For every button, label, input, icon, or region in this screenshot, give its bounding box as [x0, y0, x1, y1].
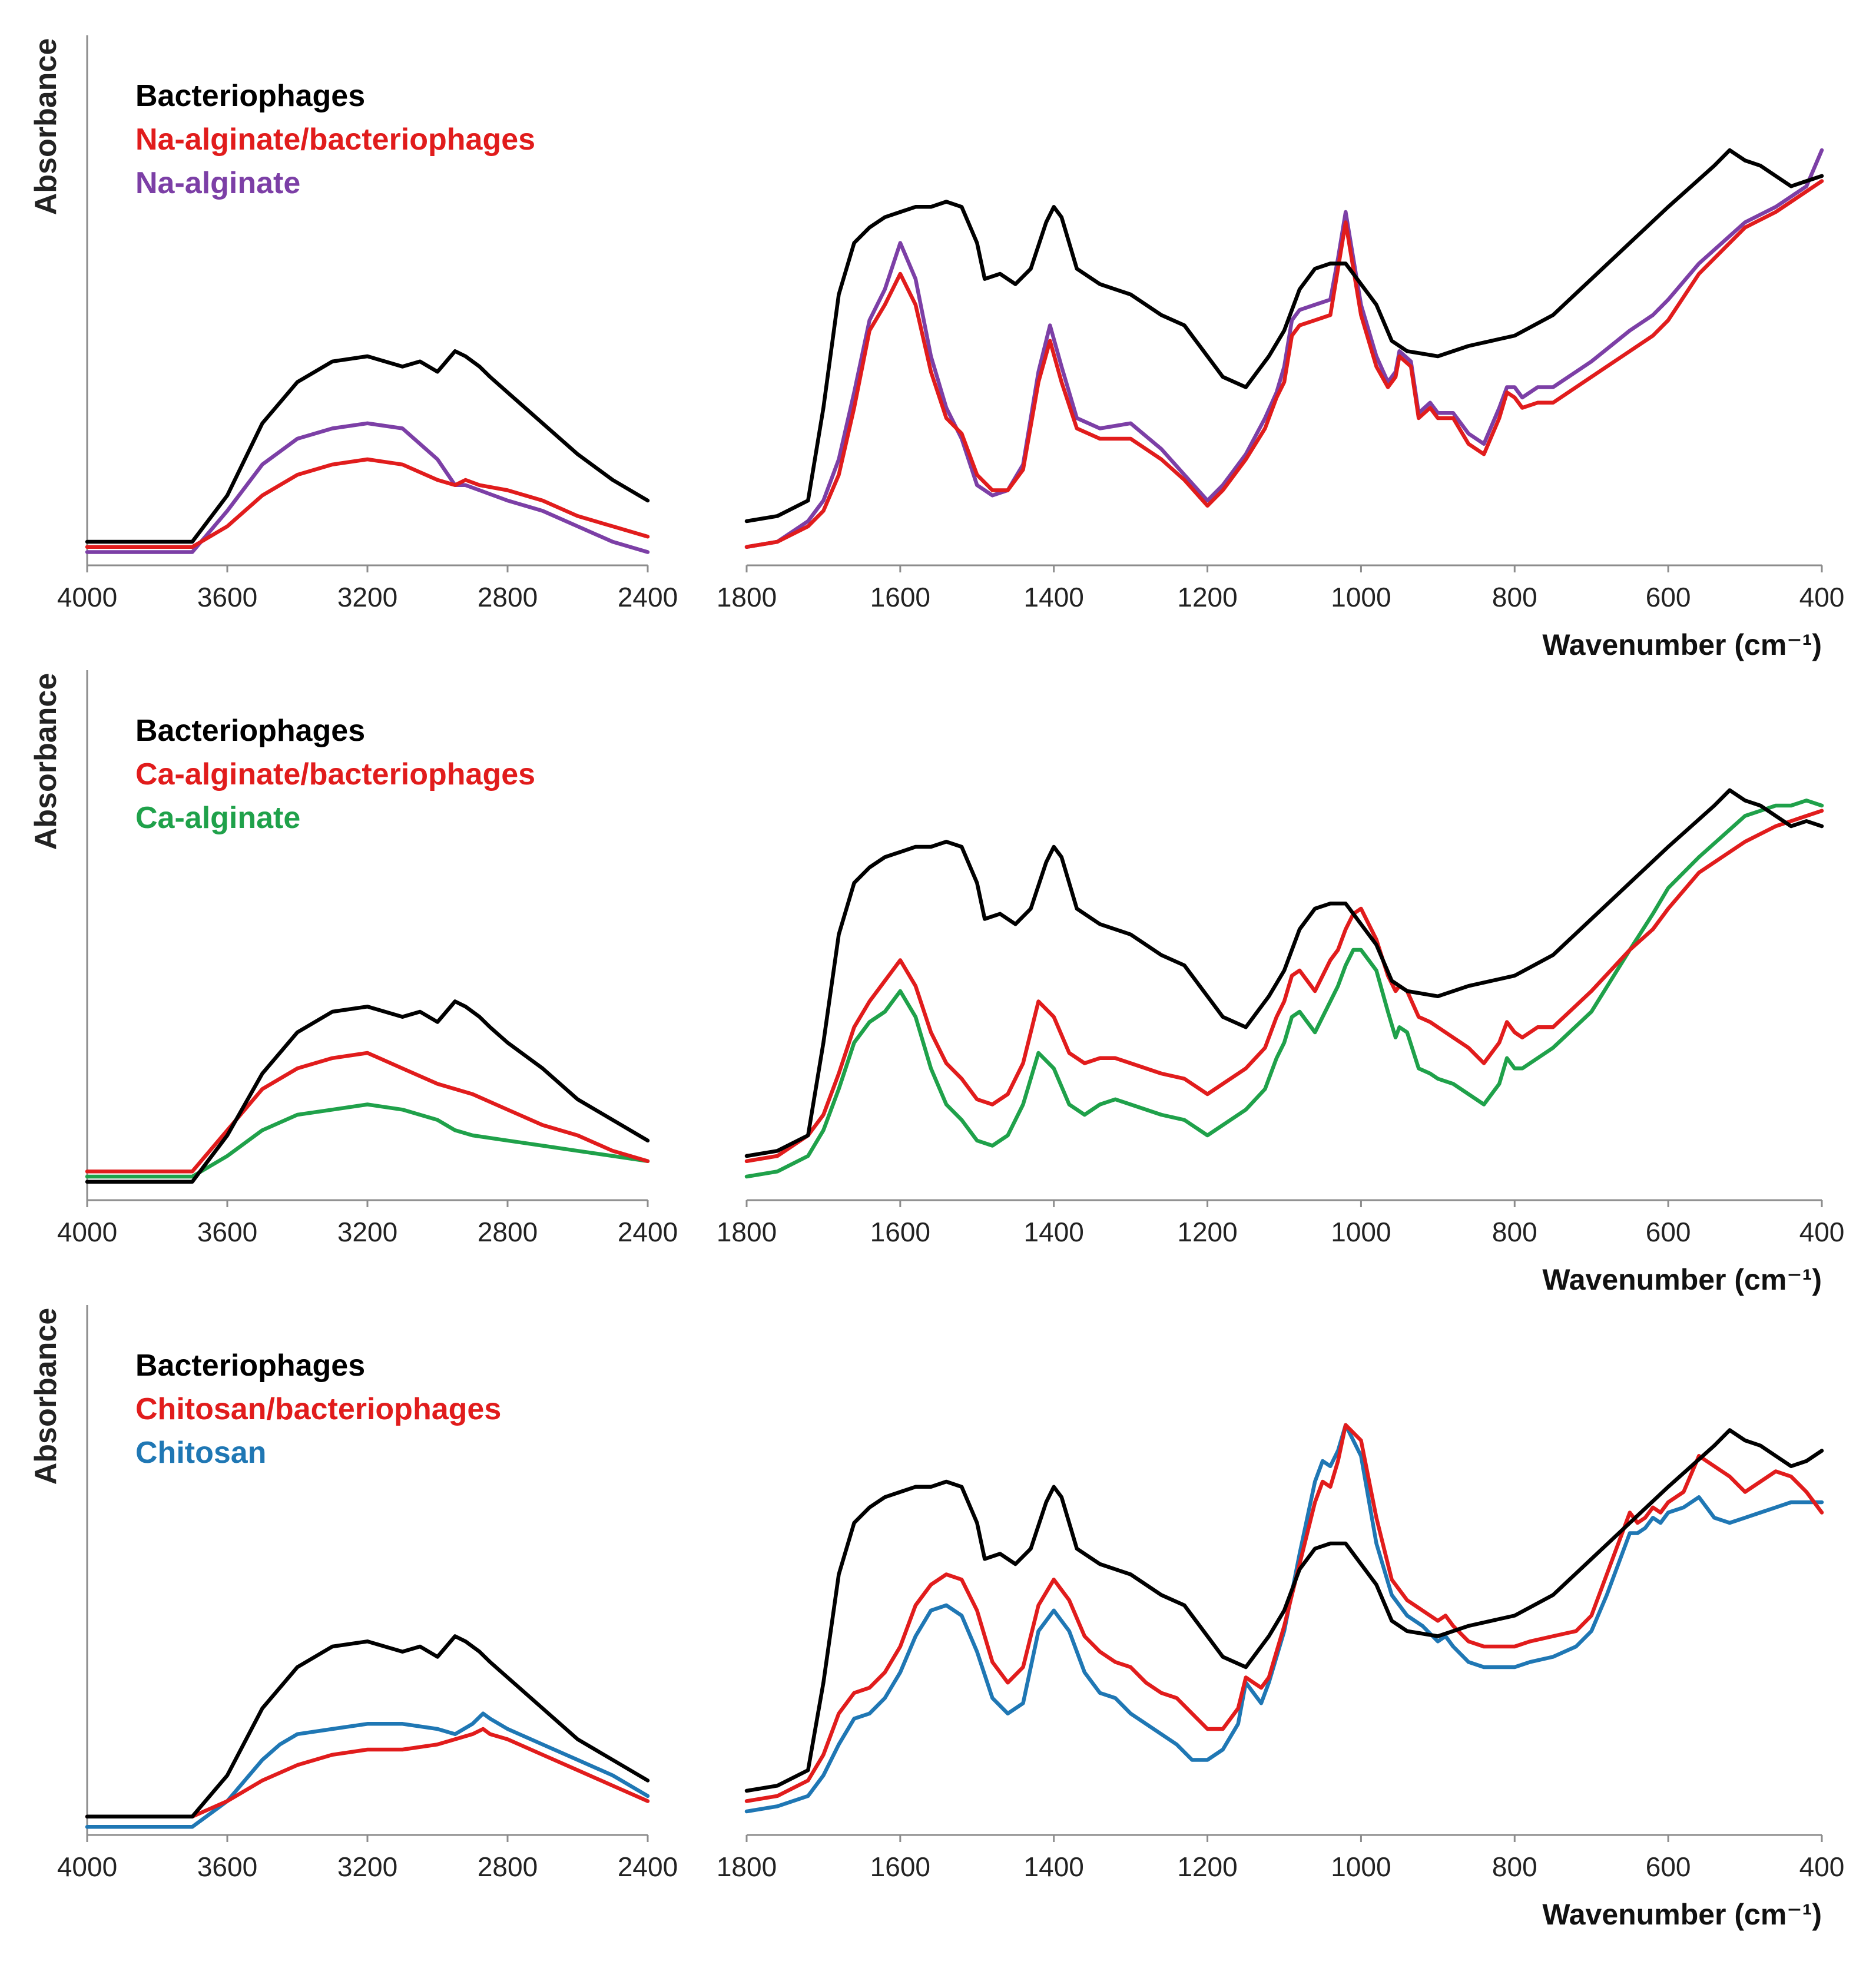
legend-entry: Na-alginate/bacteriophages [135, 122, 535, 157]
x-tick-label: 3200 [337, 1851, 397, 1882]
series-bacteriophages-left [85, 349, 650, 544]
x-tick-label: 4000 [57, 1851, 117, 1882]
y-axis-label: Absorbance [29, 1308, 63, 1485]
x-tick-label: 1000 [1331, 1217, 1391, 1247]
x-axis-label: Wavenumber (cm⁻¹) [1542, 1263, 1822, 1296]
x-tick-label: 400 [1799, 582, 1845, 612]
x-tick-label: 2400 [618, 1851, 678, 1882]
x-tick-label: 400 [1799, 1851, 1845, 1882]
x-tick-label: 1400 [1024, 1851, 1084, 1882]
series-bacteriophages-right [744, 148, 1824, 524]
legend-entry: Chitosan/bacteriophages [135, 1392, 501, 1426]
legend-entry: Bacteriophages [135, 714, 365, 748]
series-ca-alginate-bacteriophages-left [85, 1051, 650, 1174]
x-tick-label: 600 [1646, 582, 1691, 612]
x-tick-label: 1600 [870, 1217, 930, 1247]
x-tick-label: 2400 [618, 1217, 678, 1247]
x-tick-label: 3600 [197, 1217, 257, 1247]
panel-ca-alginate: Absorbance 4000 3600 3200 2800 2400 1800 1600 14… [29, 670, 1844, 1296]
x-tick-label: 1400 [1024, 582, 1084, 612]
series-ca-alginate-right [744, 799, 1824, 1179]
x-tick-label: 3200 [337, 1217, 397, 1247]
panel-chitosan: Absorbance 4000 3600 3200 2800 2400 1800 1600 14… [29, 1305, 1844, 1931]
x-tick-label: 800 [1492, 1851, 1537, 1882]
x-tick-label: 3600 [197, 582, 257, 612]
x-tick-label: 1200 [1177, 1851, 1237, 1882]
x-tick-label: 1400 [1024, 1217, 1084, 1247]
legend-entry: Ca-alginate [135, 801, 300, 835]
legend-entry: Bacteriophages [135, 79, 365, 113]
x-tick-label: 1800 [717, 582, 777, 612]
series-bacteriophages-left [85, 999, 650, 1184]
x-axis-label: Wavenumber (cm⁻¹) [1542, 628, 1822, 661]
legend-entry: Na-alginate [135, 166, 300, 200]
x-tick-label: 1000 [1331, 582, 1391, 612]
x-tick-label: 2800 [478, 1851, 538, 1882]
series-na-alginate-right [744, 148, 1824, 549]
series-na-alginate-bacteriophages-right [744, 179, 1824, 549]
series-ca-alginate-bacteriophages-right [744, 809, 1824, 1164]
x-tick-label: 1800 [717, 1851, 777, 1882]
series-bacteriophages-right [744, 1428, 1824, 1793]
series-chitosan-right [744, 1423, 1824, 1814]
series-chitosan-bacteriophages-right [744, 1423, 1824, 1803]
legend-entry: Chitosan [135, 1436, 266, 1470]
x-tick-label: 4000 [57, 1217, 117, 1247]
x-tick-label: 400 [1799, 1217, 1845, 1247]
x-tick-label: 1200 [1177, 582, 1237, 612]
x-tick-label: 2400 [618, 582, 678, 612]
x-tick-label: 3200 [337, 582, 397, 612]
y-axis-label: Absorbance [29, 38, 63, 216]
series-ca-alginate-left [85, 1102, 650, 1179]
x-tick-label: 800 [1492, 582, 1537, 612]
series-bacteriophages-right [744, 788, 1824, 1158]
x-axis-label: Wavenumber (cm⁻¹) [1542, 1898, 1822, 1931]
series-bacteriophages-left [85, 1634, 650, 1819]
x-tick-label: 4000 [57, 582, 117, 612]
x-tick-label: 1000 [1331, 1851, 1391, 1882]
x-tick-label: 1600 [870, 582, 930, 612]
series-chitosan-left [85, 1711, 650, 1829]
legend-entry: Ca-alginate/bacteriophages [135, 757, 535, 791]
series-na-alginate-bacteriophages-left [85, 457, 650, 549]
series-chitosan-bacteriophages-left [85, 1727, 650, 1819]
panel-na-alginate: Absorbance 4000 3600 3200 2800 2400 1800 1600 14… [29, 35, 1844, 661]
x-tick-label: 2800 [478, 1217, 538, 1247]
x-tick-label: 2800 [478, 582, 538, 612]
x-tick-label: 800 [1492, 1217, 1537, 1247]
legend-entry: Bacteriophages [135, 1349, 365, 1383]
x-tick-label: 600 [1646, 1851, 1691, 1882]
series-na-alginate-left [85, 421, 650, 554]
y-axis-label: Absorbance [29, 673, 63, 850]
x-tick-label: 1600 [870, 1851, 930, 1882]
x-tick-label: 1800 [717, 1217, 777, 1247]
x-tick-label: 1200 [1177, 1217, 1237, 1247]
x-tick-label: 600 [1646, 1217, 1691, 1247]
x-tick-label: 3600 [197, 1851, 257, 1882]
